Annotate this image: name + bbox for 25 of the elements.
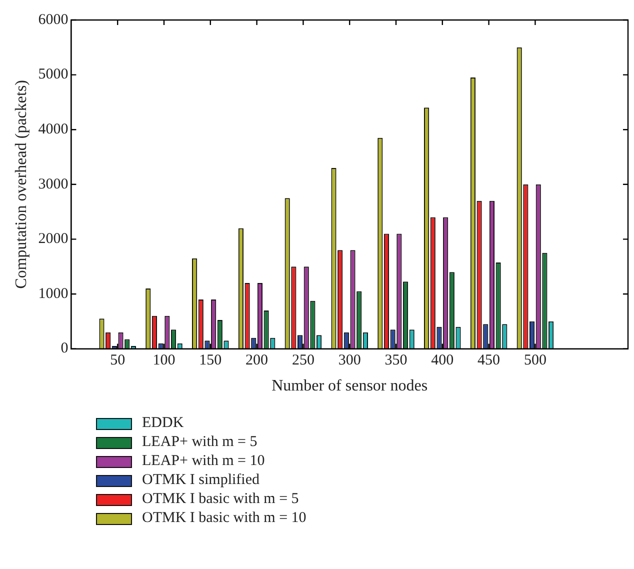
x-tick-label: 250 <box>292 352 314 369</box>
y-tick-label: 0 <box>60 340 68 357</box>
y-tick-label: 1000 <box>38 286 68 302</box>
y-tick-label: 3000 <box>38 176 68 192</box>
x-tick-label: 300 <box>338 352 361 369</box>
x-tick-label: 50 <box>110 352 126 369</box>
legend-label: OTMK I simplified <box>142 472 260 489</box>
x-tick-label: 200 <box>246 352 268 369</box>
legend-label: LEAP+ with m = 10 <box>142 453 265 470</box>
y-tick-label: 5000 <box>38 66 68 83</box>
y-tick-label: 4000 <box>38 122 68 138</box>
x-tick-label: 500 <box>524 352 546 369</box>
legend-label: LEAP+ with m = 5 <box>142 434 258 451</box>
x-tick-label: 400 <box>431 352 454 369</box>
x-tick-label: 450 <box>478 352 500 369</box>
legend-label: EDDK <box>142 415 184 432</box>
legend-label: OTMK I basic with m = 10 <box>142 510 306 527</box>
y-tick-label: 2000 <box>38 231 68 248</box>
x-tick-label: 150 <box>199 352 222 369</box>
y-axis-title: Computation overhead (packets) <box>12 80 30 289</box>
x-tick-label: 100 <box>152 352 176 369</box>
y-tick-label: 6000 <box>38 12 68 28</box>
legend-label: OTMK I basic with m = 5 <box>142 491 299 508</box>
x-axis-title: Number of sensor nodes <box>272 378 428 395</box>
x-tick-label: 350 <box>384 352 408 369</box>
